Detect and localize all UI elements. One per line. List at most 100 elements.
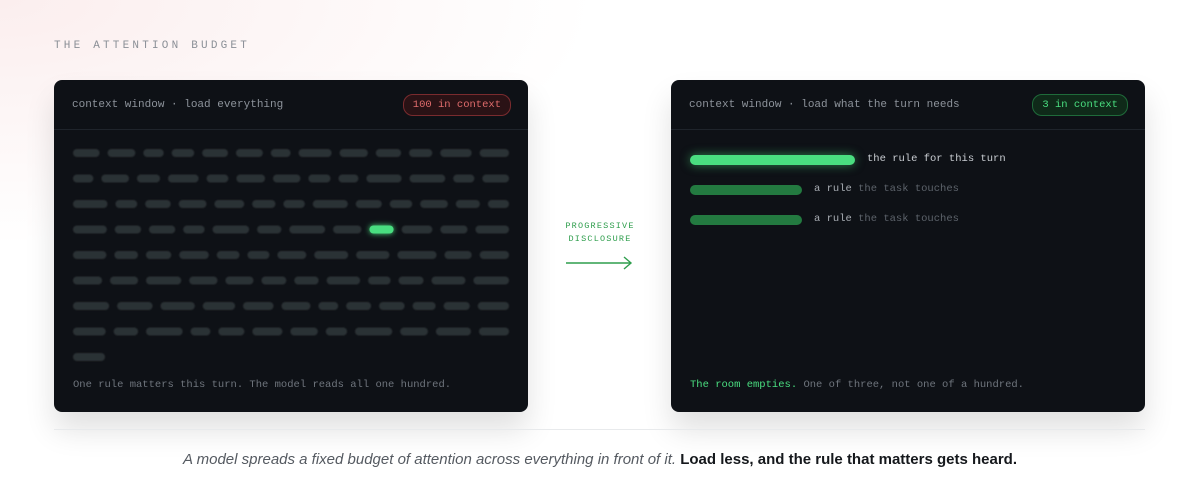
rule-rest: the task touches	[858, 213, 959, 225]
rule-strong: a rule	[814, 213, 852, 225]
pill	[355, 200, 382, 208]
panel-header: context window · load what the turn need…	[671, 80, 1145, 130]
pill	[477, 302, 509, 310]
pill	[257, 225, 282, 234]
rule-bar	[690, 185, 802, 195]
pill	[218, 327, 245, 336]
pill	[443, 302, 470, 310]
pill	[252, 200, 276, 208]
pill	[356, 251, 390, 259]
pill-highlight	[369, 225, 394, 234]
panel-footer: The room empties. One of three, not one …	[690, 379, 1024, 391]
pill	[190, 327, 211, 336]
rule-label: a rule the task touches	[814, 213, 959, 225]
pill	[145, 200, 171, 208]
pill	[273, 174, 301, 183]
rule-label: the rule for this turn	[867, 153, 1006, 165]
pill	[171, 149, 195, 157]
pill	[398, 276, 424, 285]
pill	[101, 174, 129, 183]
pill	[107, 149, 136, 157]
pill	[290, 327, 318, 336]
pill	[178, 200, 207, 208]
pill	[475, 225, 509, 234]
pill	[312, 200, 348, 208]
pill	[366, 174, 402, 183]
pill	[368, 276, 391, 285]
pill	[212, 225, 250, 234]
pill	[409, 174, 446, 183]
pill	[143, 149, 164, 157]
rule-grid	[73, 149, 509, 361]
pill	[114, 251, 138, 259]
panel-title: context window · load what the turn need…	[689, 99, 960, 111]
transition-line: PROGRESSIVE	[565, 221, 635, 231]
divider	[54, 429, 1145, 430]
pill	[339, 149, 368, 157]
pill	[73, 174, 94, 183]
pill	[281, 302, 311, 310]
pill	[136, 174, 161, 183]
pill	[247, 251, 270, 259]
rule-bar	[690, 215, 802, 225]
pill	[225, 276, 254, 285]
pill	[294, 276, 319, 285]
arrow	[566, 256, 633, 270]
pill	[453, 174, 475, 183]
pill	[149, 225, 176, 234]
eyebrow: THE ATTENTION BUDGET	[54, 40, 251, 52]
pill	[479, 251, 509, 259]
pill	[473, 276, 509, 285]
footer-lead: The room empties.	[690, 379, 798, 391]
pill	[73, 251, 107, 259]
pill	[160, 302, 195, 310]
panel-footer: One rule matters this turn. The model re…	[73, 379, 452, 391]
pill	[214, 200, 245, 208]
pill	[114, 225, 142, 234]
pill	[168, 174, 199, 183]
panel-header: context window · load everything 100 in …	[54, 80, 528, 130]
pill	[455, 200, 480, 208]
pill	[113, 327, 139, 336]
pill	[375, 149, 402, 157]
pill	[479, 149, 509, 157]
pill	[400, 327, 428, 336]
pill	[482, 174, 509, 183]
pill	[440, 225, 468, 234]
pill	[146, 327, 183, 336]
pill	[308, 174, 331, 183]
pill	[444, 251, 472, 259]
transition-line: DISCLOSURE	[568, 234, 632, 244]
pill	[270, 149, 291, 157]
pill	[412, 302, 436, 310]
rule-strong: a rule	[814, 183, 852, 195]
pill	[252, 327, 283, 336]
rule-bar	[690, 155, 855, 165]
badge: 3 in context	[1032, 94, 1128, 116]
pill	[146, 276, 182, 285]
pill	[283, 200, 305, 208]
transition-label: PROGRESSIVE DISCLOSURE	[548, 220, 652, 246]
caption: A model spreads a fixed budget of attent…	[0, 451, 1200, 468]
footer-rest: One of three, not one of a hundred.	[803, 379, 1024, 391]
pill	[325, 327, 348, 336]
pill	[202, 149, 228, 157]
badge: 100 in context	[402, 94, 511, 116]
pill	[243, 302, 274, 310]
pill	[73, 327, 106, 336]
pill	[202, 302, 236, 310]
rule-label: a rule the task touches	[814, 183, 959, 195]
pill	[435, 327, 471, 336]
pill	[431, 276, 466, 285]
pill	[110, 276, 139, 285]
pill	[183, 225, 205, 234]
pill	[389, 200, 413, 208]
caption-italic: A model spreads a fixed budget of attent…	[183, 451, 677, 468]
pill	[318, 302, 339, 310]
pill	[397, 251, 437, 259]
pill	[73, 276, 103, 285]
pill	[73, 200, 108, 208]
caption-bold: Load less, and the rule that matters get…	[680, 451, 1017, 468]
pill	[298, 149, 332, 157]
